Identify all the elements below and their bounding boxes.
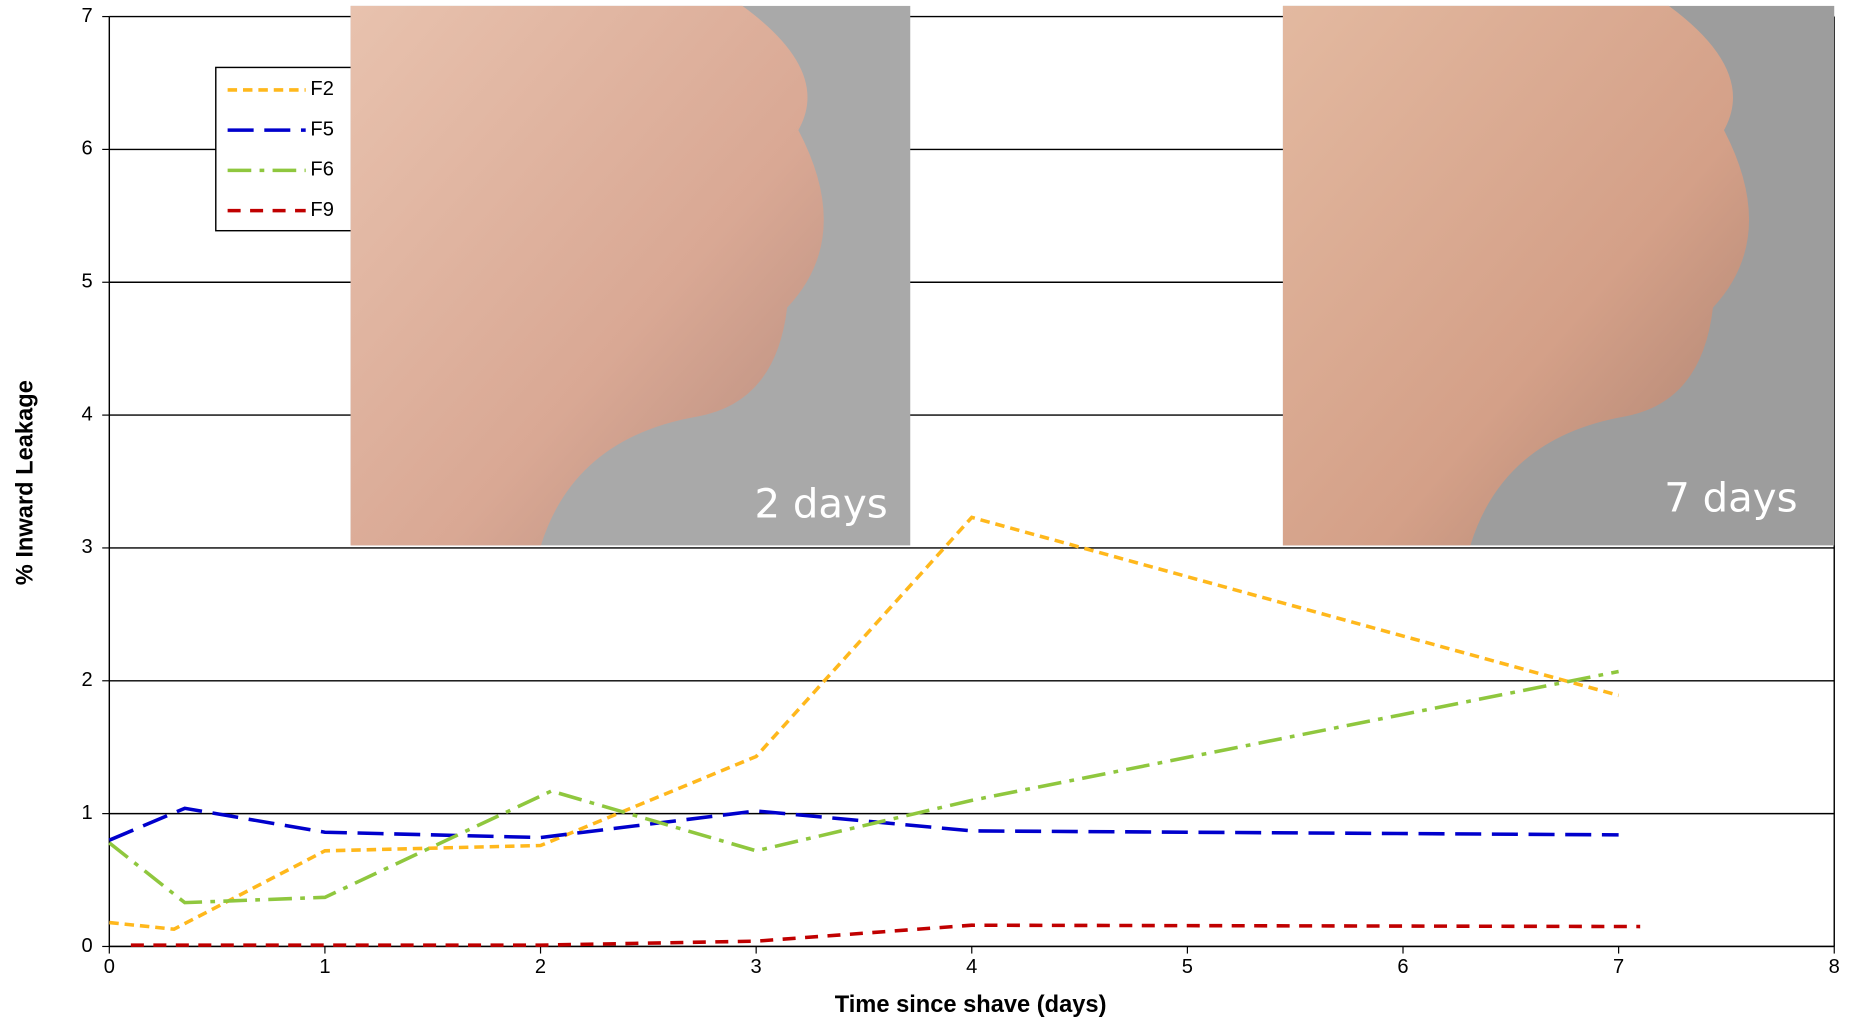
x-tick-label: 2 — [535, 956, 546, 978]
photo-caption: 2 days — [754, 481, 887, 527]
x-tick-label: 5 — [1182, 956, 1193, 978]
x-tick-label: 3 — [751, 956, 762, 978]
x-axis-title: Time since shave (days) — [835, 992, 1107, 1018]
x-tick-label: 6 — [1397, 956, 1408, 978]
y-tick-label: 5 — [82, 271, 93, 293]
x-tick-label: 8 — [1829, 956, 1840, 978]
y-tick-label: 3 — [82, 536, 93, 558]
photo-caption: 7 days — [1664, 475, 1797, 521]
legend-label: F9 — [310, 199, 333, 221]
y-axis-title: % Inward Leakage — [13, 380, 39, 585]
x-tick-label: 4 — [966, 956, 977, 978]
y-tick-label: 7 — [82, 5, 93, 27]
legend-label: F5 — [310, 118, 333, 140]
y-tick-label: 2 — [82, 669, 93, 691]
series-line — [109, 517, 1618, 929]
x-tick-label: 0 — [104, 956, 115, 978]
y-tick-label: 4 — [82, 403, 93, 425]
legend-label: F6 — [310, 159, 333, 181]
chart: Time since shave (days) % Inward Leakage… — [0, 0, 1856, 1021]
y-tick-label: 1 — [82, 802, 93, 824]
y-tick-label: 0 — [82, 935, 93, 957]
series-line — [131, 925, 1640, 945]
x-tick-label: 1 — [319, 956, 330, 978]
legend-label: F2 — [310, 78, 333, 100]
series-line — [109, 671, 1618, 902]
x-tick-label: 7 — [1613, 956, 1624, 978]
y-tick-label: 6 — [82, 138, 93, 160]
